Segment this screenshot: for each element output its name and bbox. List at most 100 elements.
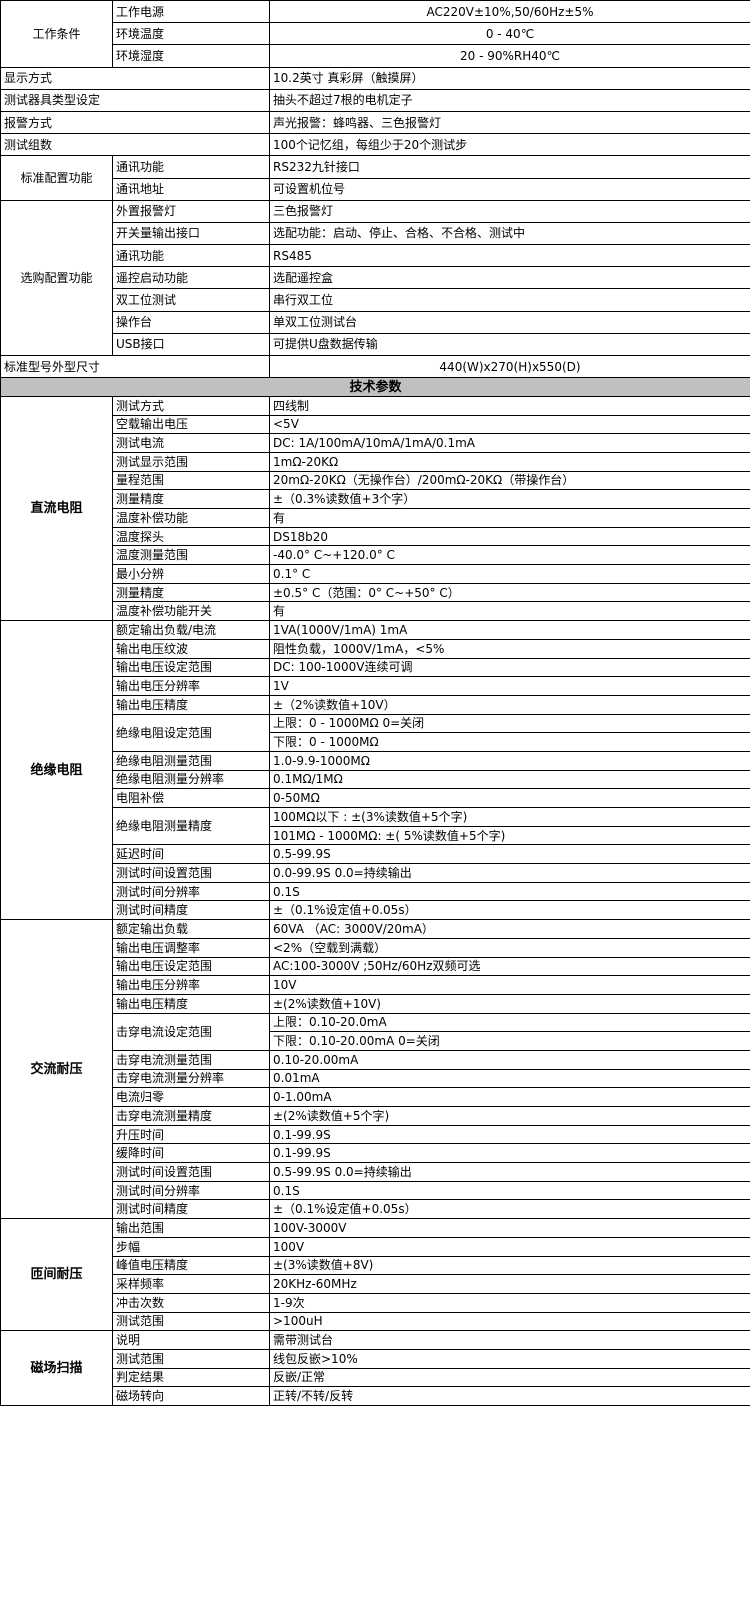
table-row: 测试时间设置范围 0.0-99.9S 0.0=持续输出 [1,863,750,883]
spec-label: 击穿电流测量精度 [112,1106,270,1126]
table-row: 标准配置功能 通讯功能 RS232九针接口 [0,155,750,201]
table-row: 显示方式 10.2英寸 真彩屏（触摸屏） [0,66,750,90]
spec-value: >100uH [269,1311,750,1332]
spec-value: 有 [269,508,750,528]
spec-value: ±（0.3%读数值+3个字） [269,489,750,509]
table-row: 测试范围 线包反嵌>10% [1,1348,750,1369]
spec-label: 延迟时间 [112,844,270,865]
table-row: 测试器具类型设定 抽头不超过7根的电机定子 [0,88,750,112]
table-row: 输出电压分辨率 1V [1,676,750,696]
table-row: 测试时间精度 ±（0.1%设定值+0.05s） [1,900,750,921]
table-row: 温度补偿功能有 [1,508,750,528]
spec-value: 需带测试台 [269,1330,750,1350]
spec-value: 20mΩ-20KΩ（无操作台）/200mΩ-20KΩ（带操作台） [269,470,750,491]
spec-label: 输出电压分辨率 [112,975,270,995]
spec-value: 上限：0 - 1000MΩ 0=关闭 [269,713,750,734]
spec-label: 输出电压调整率 [112,937,270,958]
spec-value: 1-9次 [269,1292,750,1313]
spec-value: 四线制 [269,395,750,416]
spec-value: ±(2%读数值+5个字) [269,1106,750,1126]
spec-value: 0.5-99.9S 0.0=持续输出 [269,1162,750,1182]
spec-label: 击穿电流测量分辨率 [112,1068,270,1089]
table-row: 选购配置功能 外置报警灯 三色报警灯 [0,199,750,357]
table-row: 电流归零 0-1.00mA [1,1087,750,1107]
spec-label: 测试范围 [112,1311,270,1332]
spec-table: 工作条件 工作电源 AC220V±10%,50/60Hz±5% 环境温度 0 - 40℃… [0,0,750,1406]
table-row: 击穿电流设定范围 上限：0.10-20.0mA [1,1012,750,1051]
spec-value: DC: 100-1000V连续可调 [269,657,750,678]
table-row: 量程范围 20mΩ-20KΩ（无操作台）/200mΩ-20KΩ（带操作台） [1,470,750,491]
spec-value: 1mΩ-20KΩ [269,451,750,472]
spec-value: -40.0° C~+120.0° C [269,545,750,566]
spec-value: 反嵌/正常 [269,1367,750,1388]
table-row: 步幅 100V [1,1236,750,1257]
spec-value: 三色报警灯 [269,199,750,223]
table-row: 判定结果 反嵌/正常 [1,1367,750,1388]
table-row: 遥控启动功能 选配遥控盒 [1,266,750,290]
spec-value: 下限：0.10-20.00mA 0=关闭 [269,1031,750,1051]
spec-label: 测试组数 [0,133,270,157]
table-row: 下限：0.10-20.00mA 0=关闭 [1,1031,750,1051]
table-row: USB接口 可提供U盘数据传输 [1,332,750,357]
table-row: 空载输出电压 <5V [1,414,750,435]
spec-value: <5V [269,414,750,435]
category-label: 匝间耐压 [0,1218,113,1332]
table-row: 双工位测试 串行双工位 [1,288,750,312]
spec-label: 绝缘电阻测量分辨率 [112,769,270,790]
spec-label: 遥控启动功能 [112,266,270,290]
category-label: 绝缘电阻 [0,620,113,921]
spec-label: 绝缘电阻测量范围 [112,750,270,771]
spec-label: 升压时间 [112,1124,270,1145]
table-row: 匝间耐压 输出范围 100V-3000V [0,1218,750,1332]
table-row: 测试显示范围 1mΩ-20KΩ [1,451,750,472]
spec-label: 缓降时间 [112,1143,270,1164]
spec-value: 10.2英寸 真彩屏（触摸屏） [269,66,750,90]
table-row: 绝缘电阻设定范围 上限：0 - 1000MΩ 0=关闭 [1,713,750,752]
spec-value: <2%（空载到满载） [269,937,750,958]
spec-label: 额定输出负载/电流 [112,620,270,640]
spec-label: 测试器具类型设定 [0,88,270,112]
spec-value: 0.10-20.00mA [269,1049,750,1070]
spec-label: 环境湿度 [112,44,270,68]
spec-label: 报警方式 [0,110,270,135]
category-label: 磁场扫描 [0,1330,113,1406]
group-label: 选购配置功能 [0,199,113,357]
spec-label: 步幅 [112,1236,270,1257]
table-row: 绝缘电阻测量范围 1.0-9.9-1000MΩ [1,750,750,771]
spec-value: 1.0-9.9-1000MΩ [269,750,750,771]
spec-value: 0.1-99.9S [269,1124,750,1145]
spec-label: 空载输出电压 [112,414,270,435]
spec-value: 0.1° C [269,564,750,584]
table-row: 输出电压纹波 阻性负载，1000V/1mA，<5% [1,638,750,659]
group-label: 标准配置功能 [0,155,113,201]
category-label: 交流耐压 [0,919,113,1220]
table-row: 交流耐压 额定输出负载 60VA （AC: 3000V/20mA） [0,919,750,1220]
table-row: 绝缘电阻测量精度 100MΩ以下 : ±(3%读数值+5个字) [1,806,750,846]
spec-label: 冲击次数 [112,1292,270,1313]
table-row: 升压时间 0.1-99.9S [1,1124,750,1145]
table-row: 环境温度 0 - 40℃ [1,22,750,46]
spec-value: 0-1.00mA [269,1087,750,1107]
table-row: 电阻补偿 0-50MΩ [1,788,750,808]
spec-label: 测试显示范围 [112,451,270,472]
table-row: 输出电压精度 ±（2%读数值+10V） [1,694,750,715]
table-row: 温度测量范围 -40.0° C~+120.0° C [1,545,750,566]
spec-label: 通讯地址 [112,177,270,201]
spec-label: 通讯功能 [112,155,270,179]
spec-label: 测量精度 [112,489,270,509]
table-row: 测试电流 DC: 1A/100mA/10mA/1mA/0.1mA [1,433,750,453]
spec-value: DC: 1A/100mA/10mA/1mA/0.1mA [269,433,750,453]
spec-value: 0 - 40℃ [269,22,750,46]
spec-label: 通讯功能 [112,244,270,268]
table-row: 温度探头 DS18b20 [1,526,750,547]
table-row: 输出电压分辨率 10V [1,975,750,995]
spec-label: 判定结果 [112,1367,270,1388]
spec-label: 磁场转向 [112,1386,270,1406]
table-row: 测试时间分辨率 0.1S [1,1180,750,1201]
spec-value: 100MΩ以下 : ±(3%读数值+5个字) [269,807,750,827]
spec-value: 0.1S [269,1180,750,1201]
spec-label: 说明 [112,1330,270,1350]
spec-value: ±(3%读数值+8V) [269,1255,750,1276]
spec-value: AC:100-3000V ;50Hz/60Hz双频可选 [269,956,750,977]
table-row: 延迟时间 0.5-99.9S [1,844,750,865]
